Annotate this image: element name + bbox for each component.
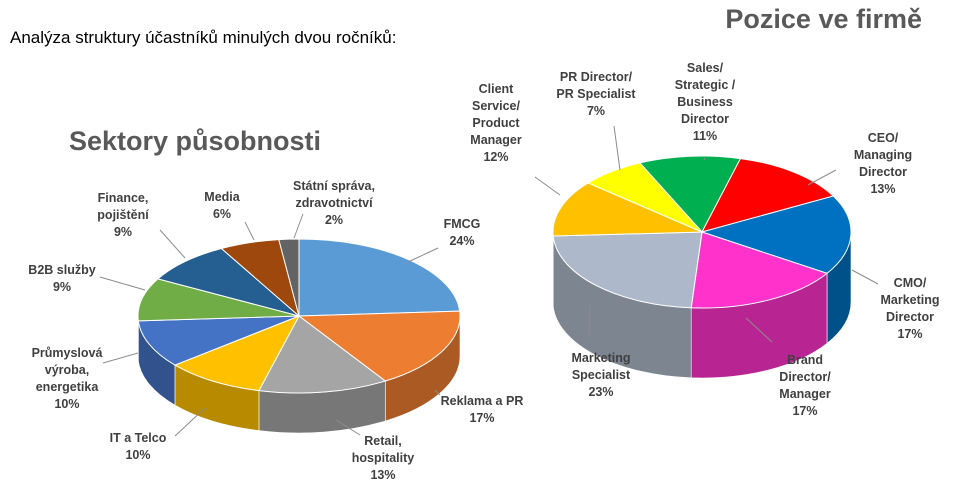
pie-slice-pr-director-pr-specialist	[587, 162, 703, 233]
data-label-reklama-a-pr: Reklama a PR 17%	[441, 394, 524, 425]
data-label-brand-director-manager: Brand Director/Manager 17%	[779, 353, 831, 418]
pie-slice-retail-hospitality	[258, 315, 387, 394]
pie-labels: Sales/Strategic / Business Director 11% CEO/…	[470, 61, 939, 418]
pie-top	[137, 238, 461, 394]
data-label-sales-strategic-business-director: Sales/Strategic / Business Director 11%	[675, 61, 736, 143]
leader-line-marketing-specialist	[588, 304, 591, 336]
pie-slice-statni-sprava-zdravotnictvi	[278, 238, 300, 317]
data-label-client-service-product-manager: Client Service/Product Manager 12%	[470, 82, 522, 164]
data-label-finance-pojisteni: Finance, pojištění 9%	[97, 191, 149, 239]
leader-line-client-service-product-manager	[534, 176, 561, 196]
data-label-cmo-marketing-director: CMO/Marketing Director 17%	[880, 276, 939, 341]
data-label-media: Media 6%	[204, 190, 240, 221]
pie-top	[552, 155, 852, 309]
pie-slice-fmcg	[298, 238, 461, 317]
data-label-prumyslova-vyroba-energetika: Průmyslová výroba, energetika 10%	[32, 346, 103, 411]
pie-slice-client-service-product-manager	[552, 182, 703, 237]
leader-line-retail-hospitality	[335, 419, 361, 436]
leader-line-finance-pojisteni	[159, 229, 186, 259]
pie-slice-sales-strategic-business-director	[638, 155, 742, 233]
leader-line-prumyslova-vyroba-energetika	[102, 352, 139, 364]
pie-labels: FMCG 24% Reklama a PR 17% Retail, hospitality…	[28, 179, 523, 482]
leader-line-brand-director-manager	[745, 317, 773, 343]
data-label-pr-director-pr-specialist: PR Director/PR Specialist 7%	[556, 70, 636, 118]
pie-slice-brand-director-manager	[690, 231, 829, 309]
leader-line-pr-director-pr-specialist	[613, 125, 621, 171]
leader-line-it-a-telco	[174, 407, 206, 437]
pie-slice-it-a-telco	[173, 315, 301, 392]
data-label-marketing-specialist: Marketing Specialist 23%	[571, 351, 631, 399]
leader-line-media	[244, 221, 255, 241]
data-label-it-a-telco: IT a Telco 10%	[110, 431, 167, 462]
data-label-ceo-managing-director: CEO/Managing Director 13%	[854, 131, 912, 196]
leader-line-reklama-a-pr	[434, 389, 441, 396]
data-label-statni-sprava-zdravotnictvi: Státní správa, zdravotnictví 2%	[293, 179, 375, 227]
subtitle: Analýza struktury účastníků minulých dvo…	[10, 28, 397, 47]
leader-line-ceo-managing-director	[807, 169, 837, 186]
pie-slice-marketing-specialist	[552, 231, 703, 309]
data-label-retail-hospitality: Retail, hospitality 13%	[352, 434, 415, 482]
chart-title-sectors: Sektory působnosti	[69, 126, 322, 156]
pie-slice-reklama-a-pr	[297, 310, 461, 382]
pie-chart-sectors: FMCG 24% Reklama a PR 17% Retail, hospitality…	[28, 179, 523, 482]
leader-line-sales-strategic-business-director	[703, 157, 706, 161]
leader-line-cmo-marketing-director	[851, 269, 879, 285]
pie-chart-positions: Sales/Strategic / Business Director 11% CEO/…	[470, 61, 939, 418]
chart-title-positions: Pozice ve firmě	[725, 4, 922, 34]
leader-line-fmcg	[407, 247, 439, 263]
leader-line-b2b-sluzby	[99, 276, 146, 291]
pie-slice-ceo-managing-director	[701, 158, 835, 233]
pie-side	[552, 231, 852, 379]
pie-slice-prumyslova-vyroba-energetika	[137, 315, 300, 366]
leader-line-statni-sprava-zdravotnictvi	[293, 213, 304, 239]
pie-slice-finance-pojisteni	[156, 247, 300, 317]
pie-slice-cmo-marketing-director	[700, 195, 852, 274]
data-label-b2b-sluzby: B2B služby 9%	[28, 263, 95, 294]
data-label-fmcg: FMCG 24%	[444, 217, 481, 248]
pie-slice-b2b-sluzby	[137, 278, 300, 322]
